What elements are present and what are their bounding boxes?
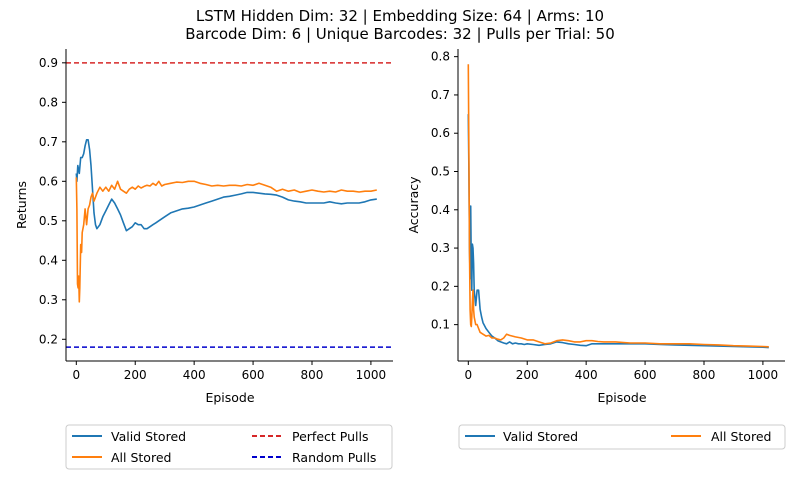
accuracy-y-tick-label: 0.2	[431, 279, 450, 293]
returns-x-tick-label: 200	[124, 368, 147, 382]
figure-title-line1: LSTM Hidden Dim: 32 | Embedding Size: 64…	[196, 7, 604, 25]
accuracy-y-tick-label: 0.6	[431, 126, 450, 140]
figure-title-line2: Barcode Dim: 6 | Unique Barcodes: 32 | P…	[185, 25, 615, 43]
returns-y-tick-label: 0.8	[39, 95, 58, 109]
accuracy-x-axis-label: Episode	[597, 390, 646, 405]
returns-all-stored-series	[75, 177, 377, 303]
accuracy-x-tick-label: 800	[693, 368, 716, 382]
returns-y-tick-label: 0.9	[39, 56, 58, 70]
legend-label-valid-stored: Valid Stored	[111, 429, 186, 444]
legend-label-all-stored: All Stored	[111, 450, 171, 465]
accuracy-y-tick-label: 0.1	[431, 318, 450, 332]
returns-x-tick-label: 800	[301, 368, 324, 382]
accuracy-valid-stored-series	[467, 114, 769, 349]
accuracy-y-tick-label: 0.5	[431, 165, 450, 179]
accuracy-x-tick-label: 600	[634, 368, 657, 382]
accuracy-y-tick-label: 0.7	[431, 88, 450, 102]
accuracy-y-tick-label: 0.3	[431, 241, 450, 255]
returns-y-tick-label: 0.5	[39, 214, 58, 228]
returns-x-tick-label: 400	[183, 368, 206, 382]
returns-chart: 0 200 400 600 800 1000 0.2 0.3 0.4 0.5 0.6 0.7 0.8 0.…	[14, 49, 393, 405]
returns-x-tick-label: 0	[72, 368, 80, 382]
accuracy-y-tick-label: 0.8	[431, 50, 450, 64]
returns-y-tick-label: 0.3	[39, 293, 58, 307]
accuracy-legend: Valid Stored All Stored	[458, 424, 786, 450]
accuracy-y-axis-label: Accuracy	[406, 176, 421, 234]
returns-x-axis-label: Episode	[205, 390, 254, 405]
returns-y-axis-label: Returns	[14, 181, 29, 229]
legend-label-perfect-pulls: Perfect Pulls	[292, 429, 368, 444]
accuracy-x-tick-label: 400	[575, 368, 598, 382]
legend-label-random-pulls: Random Pulls	[292, 450, 376, 465]
accuracy-legend-frame	[458, 424, 786, 450]
returns-y-tick-label: 0.4	[39, 253, 58, 267]
accuracy-y-tick-label: 0.4	[431, 203, 450, 217]
accuracy-x-tick-label: 0	[464, 368, 472, 382]
returns-x-tick-label: 1000	[356, 368, 387, 382]
accuracy-x-tick-label: 200	[516, 368, 539, 382]
returns-y-tick-label: 0.6	[39, 174, 58, 188]
accuracy-x-tick-label: 1000	[748, 368, 779, 382]
returns-legend-frame	[65, 424, 393, 470]
legend-label-valid-stored: Valid Stored	[503, 429, 578, 444]
legend-label-all-stored: All Stored	[711, 429, 771, 444]
returns-y-tick-label: 0.7	[39, 135, 58, 149]
accuracy-chart: 0 200 400 600 800 1000 0.1 0.2 0.3 0.4 0.5 0.6 0.7 0.…	[406, 49, 785, 405]
returns-legend: Valid Stored Perfect Pulls All Stored Ra…	[65, 424, 393, 470]
returns-y-tick-label: 0.2	[39, 332, 58, 346]
returns-x-tick-label: 600	[242, 368, 265, 382]
accuracy-all-stored-series	[467, 64, 769, 348]
